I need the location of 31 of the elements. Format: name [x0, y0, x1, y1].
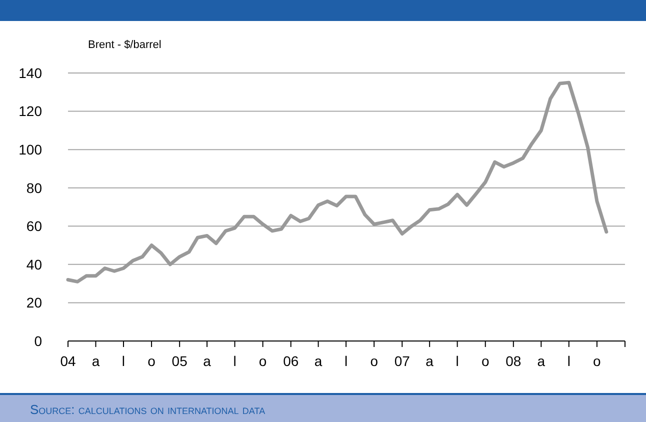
x-tick-label: 06 — [283, 353, 299, 369]
x-tick-label: o — [593, 353, 602, 369]
x-tick-label: o — [481, 353, 490, 369]
x-tick-label: a — [203, 353, 212, 369]
y-tick-label: 80 — [26, 180, 42, 196]
x-tick-label: 07 — [394, 353, 410, 369]
y-tick-label: 40 — [26, 256, 42, 272]
line-series — [66, 80, 608, 284]
y-tick-label: 120 — [18, 103, 42, 120]
x-tick-label: 08 — [506, 353, 522, 369]
y-tick-label: 100 — [18, 141, 42, 158]
y-tick-label: 60 — [26, 218, 42, 234]
x-tick-label: a — [92, 353, 100, 369]
x-tick-label: l — [122, 353, 126, 369]
x-tick-label: l — [567, 353, 570, 369]
x-tick-label: o — [370, 353, 378, 369]
y-tick-label: 20 — [26, 294, 42, 311]
x-tick-label: a — [537, 353, 546, 369]
x-tick-label: l — [344, 353, 348, 369]
x-tick-label: o — [258, 353, 267, 369]
x-tick-label: 04 — [60, 353, 76, 369]
source-note: Source: calculations on international data — [30, 402, 266, 417]
y-axis-title: Brent - $/barrel — [88, 39, 162, 51]
x-tick-label: 05 — [172, 353, 188, 369]
y-tick-label: 140 — [18, 64, 42, 81]
x-tick-label: l — [233, 353, 236, 369]
x-tick-label: l — [456, 353, 459, 369]
x-tick-label: o — [148, 353, 156, 369]
x-tick-label: a — [426, 353, 434, 369]
y-tick-label: 0 — [34, 332, 42, 349]
x-tick-label: a — [314, 353, 322, 369]
